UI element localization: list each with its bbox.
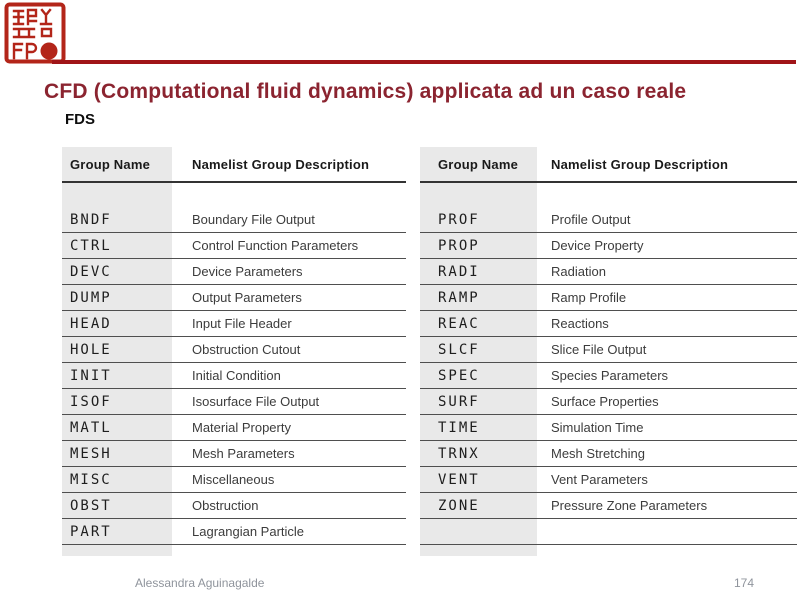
group-name-cell: TRNX	[438, 445, 480, 462]
table-row: OBST Obstruction	[62, 493, 406, 519]
table-row: ZONE Pressure Zone Parameters	[420, 493, 797, 519]
table-row: MATL Material Property	[62, 415, 406, 441]
table-row: REAC Reactions	[420, 311, 797, 337]
group-name-cell: MISC	[70, 471, 112, 488]
table-row: DEVC Device Parameters	[62, 259, 406, 285]
table-row: PROF Profile Output	[420, 207, 797, 233]
group-name-cell: INIT	[70, 367, 112, 384]
table-row: HEAD Input File Header	[62, 311, 406, 337]
column-header-description: Namelist Group Description	[192, 156, 370, 172]
seal-stamp-icon	[4, 2, 66, 64]
description-cell: Boundary File Output	[192, 212, 315, 227]
table-row: CTRL Control Function Parameters	[62, 233, 406, 259]
table-row: MESH Mesh Parameters	[62, 441, 406, 467]
table-row-empty	[420, 519, 797, 545]
description-cell: Input File Header	[192, 316, 292, 331]
table-header-row: Group Name Namelist Group Description	[62, 147, 406, 183]
accent-divider	[52, 60, 796, 64]
table-row: SLCF Slice File Output	[420, 337, 797, 363]
group-name-cell: PROF	[438, 211, 480, 228]
description-cell: Lagrangian Particle	[192, 524, 305, 539]
table-row: DUMP Output Parameters	[62, 285, 406, 311]
group-name-cell: PART	[70, 523, 112, 540]
description-cell: Species Parameters	[551, 368, 669, 383]
footer-author: Alessandra Aguinagalde	[135, 576, 265, 590]
table-spacer-row	[420, 183, 797, 207]
group-name-cell: SLCF	[438, 341, 480, 358]
table-row: INIT Initial Condition	[62, 363, 406, 389]
description-cell: Simulation Time	[551, 420, 644, 435]
group-name-cell: CTRL	[70, 237, 112, 254]
table-row: SURF Surface Properties	[420, 389, 797, 415]
description-cell: Initial Condition	[192, 368, 281, 383]
fds-namelist-table-left: Group Name Namelist Group Description BN…	[62, 147, 406, 556]
page-number: 174	[733, 576, 754, 590]
group-name-cell: ZONE	[438, 497, 480, 514]
group-name-cell: BNDF	[70, 211, 112, 228]
group-name-cell: PROP	[438, 237, 480, 254]
group-name-cell: HEAD	[70, 315, 112, 332]
description-cell: Ramp Profile	[551, 290, 627, 305]
table-row: TRNX Mesh Stretching	[420, 441, 797, 467]
description-cell: Material Property	[192, 420, 291, 435]
table-row: ISOF Isosurface File Output	[62, 389, 406, 415]
table-row: HOLE Obstruction Cutout	[62, 337, 406, 363]
group-name-cell: RAMP	[438, 289, 480, 306]
description-cell: Pressure Zone Parameters	[551, 498, 708, 513]
table-row: SPEC Species Parameters	[420, 363, 797, 389]
description-cell: Slice File Output	[551, 342, 647, 357]
description-cell: Output Parameters	[192, 290, 302, 305]
group-name-cell: MESH	[70, 445, 112, 462]
table-header-row: Group Name Namelist Group Description	[420, 147, 797, 183]
group-name-column-background	[62, 147, 172, 556]
table-row: VENT Vent Parameters	[420, 467, 797, 493]
description-cell: Mesh Stretching	[551, 446, 645, 461]
group-name-column-background	[420, 147, 537, 556]
description-cell: Vent Parameters	[551, 472, 648, 487]
group-name-cell: HOLE	[70, 341, 112, 358]
description-cell: Obstruction Cutout	[192, 342, 301, 357]
description-cell: Control Function Parameters	[192, 238, 359, 253]
table-row: RADI Radiation	[420, 259, 797, 285]
description-cell: Device Property	[551, 238, 644, 253]
group-name-cell: REAC	[438, 315, 480, 332]
description-cell: Obstruction	[192, 498, 259, 513]
description-cell: Radiation	[551, 264, 606, 279]
group-name-cell: VENT	[438, 471, 480, 488]
page-title: CFD (Computational fluid dynamics) appli…	[44, 80, 687, 103]
group-name-cell: MATL	[70, 419, 112, 436]
description-cell: Device Parameters	[192, 264, 303, 279]
group-name-cell: DUMP	[70, 289, 112, 306]
group-name-cell: TIME	[438, 419, 480, 436]
table-row: PART Lagrangian Particle	[62, 519, 406, 545]
group-name-cell: SPEC	[438, 367, 480, 384]
description-cell: Profile Output	[551, 212, 631, 227]
column-header-description: Namelist Group Description	[551, 156, 729, 172]
description-cell: Reactions	[551, 316, 609, 331]
description-cell: Surface Properties	[551, 394, 659, 409]
fds-namelist-table-right: Group Name Namelist Group Description PR…	[420, 147, 797, 556]
column-header-group-name: Group Name	[438, 156, 519, 172]
table-row: RAMP Ramp Profile	[420, 285, 797, 311]
table-row: PROP Device Property	[420, 233, 797, 259]
group-name-cell: RADI	[438, 263, 480, 280]
column-header-group-name: Group Name	[70, 156, 151, 172]
table-row: TIME Simulation Time	[420, 415, 797, 441]
group-name-cell: DEVC	[70, 263, 112, 280]
subtitle-fds: FDS	[65, 111, 95, 128]
table-spacer-row	[62, 183, 406, 207]
group-name-cell: SURF	[438, 393, 480, 410]
group-name-cell: ISOF	[70, 393, 112, 410]
group-name-cell: OBST	[70, 497, 112, 514]
description-cell: Mesh Parameters	[192, 446, 295, 461]
table-row: MISC Miscellaneous	[62, 467, 406, 493]
description-cell: Isosurface File Output	[192, 394, 320, 409]
table-row: BNDF Boundary File Output	[62, 207, 406, 233]
description-cell: Miscellaneous	[192, 472, 275, 487]
